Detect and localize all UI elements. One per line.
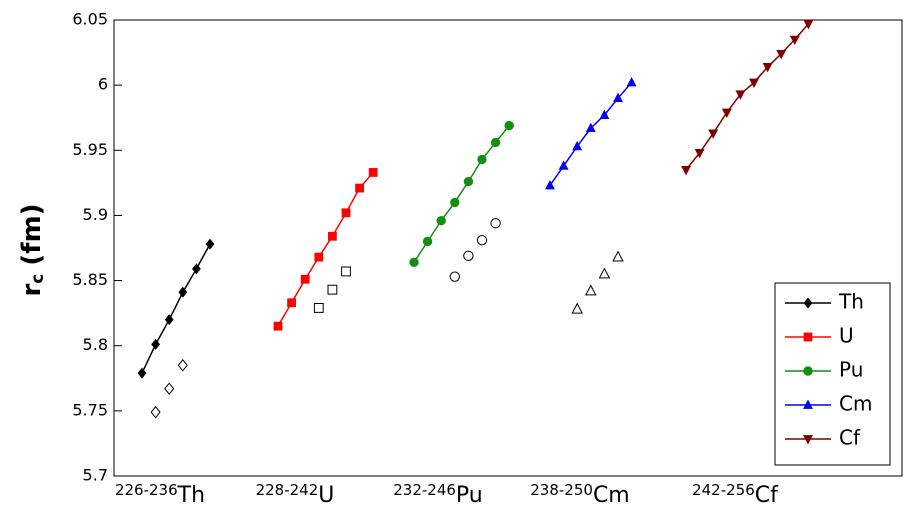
x-label-sup: 228-242 [256,481,319,499]
data-point [409,257,419,268]
open-data-point [598,267,611,279]
y-tick-label: 5.9 [83,205,108,224]
legend-marker [803,399,813,409]
open-data-point [449,271,460,282]
data-point [545,179,555,190]
data-point [776,50,787,60]
x-group-label: 242-256Cf [692,481,779,509]
data-point [694,149,705,159]
data-point [178,286,188,298]
data-point [450,197,460,208]
open-data-point [341,266,351,277]
legend-label: Cm [839,392,872,416]
open-data-point [313,303,324,313]
x-group-label: 232-246Pu [393,481,483,509]
legend-label: Th [838,290,864,314]
data-point [355,183,364,193]
x-label-sup: 238-250 [530,481,593,499]
y-tick-label: 6 [98,75,108,94]
y-label-sub: c [28,274,48,284]
legend-box [774,282,891,466]
data-point [422,236,433,247]
x-label-text: Cf [755,483,779,508]
open-data-point [164,382,175,396]
data-point [762,63,773,73]
x-label-text: Cm [593,483,630,508]
data-point [205,238,215,250]
open-data-point [476,235,488,246]
open-data-point [571,302,583,314]
legend-marker [803,366,813,376]
data-point [504,120,514,131]
data-point [341,208,351,218]
data-point [328,231,337,241]
x-group-label: 228-242U [256,481,335,509]
data-point [613,92,623,103]
open-data-point [585,284,597,296]
y-tick-label: 5.7 [83,466,108,485]
data-point [558,160,569,170]
x-group-label: 226-236Th [115,481,205,509]
y-label-text: r [17,284,47,297]
y-tick-label: 6.05 [72,10,108,29]
data-point [708,129,719,139]
data-point [436,215,446,226]
legend-marker [803,435,813,445]
x-group-label: 238-250Cm [530,481,629,509]
data-point [151,338,160,350]
open-data-point [612,250,624,262]
x-label-sup: 242-256 [692,481,755,499]
y-label-unit: (fm) [17,203,47,265]
x-label-text: Th [177,483,205,508]
open-data-point [177,358,188,372]
data-point [463,176,474,187]
y-tick-label: 5.95 [72,140,108,159]
data-point [572,140,583,151]
data-point [192,263,201,275]
x-label-sup: 226-236 [115,481,178,499]
legend-label: Cf [839,426,861,450]
data-point [803,20,814,30]
data-point [164,314,174,326]
data-point [273,321,283,331]
x-label-text: U [318,483,334,508]
x-label-sup: 232-246 [393,481,456,499]
series-line [685,23,809,171]
y-axis-label: rc (fm) [17,203,49,296]
open-data-point [463,250,474,261]
data-point [477,154,487,165]
open-data-point [150,405,161,419]
y-tick-label: 5.8 [83,335,108,354]
data-point [681,165,691,176]
data-point [490,137,501,148]
data-point [137,367,147,379]
y-tick-label: 5.75 [72,400,108,419]
data-point [735,90,746,100]
legend-label: Pu [839,358,863,382]
data-point [789,35,800,46]
data-point [314,252,324,262]
data-point [599,109,610,119]
data-point [368,168,378,177]
y-tick-label: 5.85 [72,270,108,289]
data-point [300,274,310,284]
data-point [287,298,296,308]
data-point [749,78,759,89]
plot-frame [113,19,903,477]
open-data-point [490,218,501,229]
x-label-text: Pu [456,483,483,508]
legend-marker [803,332,813,342]
data-point [721,108,732,119]
legend-marker [803,297,813,309]
data-point [585,122,596,132]
series-line [141,243,211,374]
data-point [626,77,637,87]
open-data-point [327,284,338,295]
legend-label: U [839,324,854,348]
